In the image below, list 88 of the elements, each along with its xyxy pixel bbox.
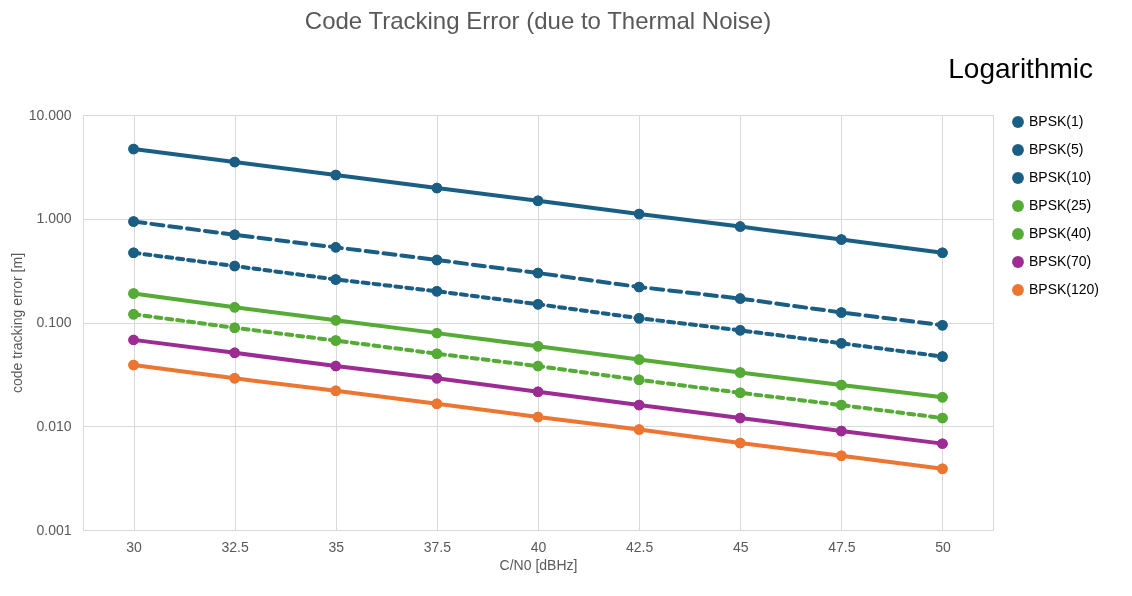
y-axis-title: code tracking error [m]: [8, 252, 25, 394]
point: [633, 424, 645, 435]
legend-label: BPSK(40): [1029, 225, 1092, 241]
point: [734, 387, 746, 399]
point: [836, 399, 847, 411]
point: [128, 216, 139, 227]
point: [128, 334, 139, 346]
point: [633, 354, 645, 365]
point: [734, 293, 746, 304]
point: [229, 347, 240, 359]
legend-label: BPSK(70): [1029, 253, 1092, 269]
point: [431, 286, 443, 297]
point: [937, 438, 948, 449]
point: [734, 412, 746, 424]
point: [633, 374, 645, 386]
point: [937, 412, 948, 424]
point: [330, 169, 342, 181]
point: [431, 182, 443, 194]
point: [633, 399, 645, 411]
x-tick-label: 37.5: [423, 538, 452, 555]
y-tick-label: 1.000: [36, 210, 72, 227]
point: [229, 302, 240, 313]
point: [836, 450, 847, 461]
point: [431, 348, 443, 359]
point: [431, 327, 443, 339]
point: [330, 360, 342, 372]
x-tick-label: 30: [126, 538, 143, 555]
x-axis-title: C/N0 [dBHz]: [499, 556, 578, 573]
chart-title: Code Tracking Error (due to Thermal Noise): [304, 7, 772, 34]
point: [734, 367, 746, 378]
point: [330, 335, 342, 346]
point: [431, 254, 443, 266]
x-tick-label: 45: [732, 538, 749, 555]
point: [937, 247, 948, 258]
x-tick-label: 47.5: [828, 538, 856, 555]
point: [532, 267, 544, 279]
point: [229, 260, 240, 272]
point: [836, 338, 847, 349]
point: [431, 398, 443, 409]
point: [937, 320, 948, 331]
y-tick-label: 0.010: [36, 417, 72, 434]
y-tick-label: 0.100: [36, 314, 72, 330]
point: [532, 341, 544, 352]
point: [937, 351, 948, 362]
point: [836, 307, 847, 318]
x-tick-label: 50: [935, 538, 951, 555]
point: [734, 437, 746, 449]
point: [532, 195, 544, 207]
y-tick-label: 10.000: [28, 106, 72, 123]
text: Logarithmic: [948, 53, 1093, 84]
point: [937, 463, 948, 474]
point: [330, 385, 342, 396]
point: [128, 143, 139, 155]
point: [128, 309, 139, 320]
point: [128, 288, 139, 299]
point: [330, 242, 342, 253]
legend-label: BPSK(25): [1029, 197, 1092, 213]
point: [532, 386, 544, 397]
x-tick-label: 35: [328, 538, 345, 555]
legend-label: BPSK(120): [1029, 281, 1100, 297]
point: [937, 392, 948, 403]
point: [128, 247, 139, 258]
point: [836, 425, 847, 437]
point: [633, 281, 645, 293]
point: [229, 322, 240, 333]
point: [734, 221, 746, 232]
x-tick-label: 40: [530, 538, 547, 555]
point: [229, 373, 240, 384]
point: [532, 411, 544, 423]
point: [633, 208, 645, 220]
x-tick-label: 42.5: [625, 538, 654, 555]
x-tick-label: 32.5: [221, 538, 249, 555]
legend-label: BPSK(1): [1029, 113, 1084, 129]
point: [330, 274, 342, 285]
point: [128, 359, 139, 371]
point: [734, 325, 746, 336]
point: [229, 229, 240, 241]
point: [836, 379, 847, 391]
point: [836, 234, 847, 245]
legend-label: BPSK(10): [1029, 169, 1092, 185]
y-tick-label: 0.001: [36, 521, 72, 538]
point: [229, 156, 240, 168]
point: [532, 299, 544, 310]
point: [431, 373, 443, 384]
legend-label: BPSK(5): [1029, 141, 1084, 157]
point: [330, 315, 342, 326]
point: [633, 312, 645, 324]
point: [532, 360, 544, 372]
